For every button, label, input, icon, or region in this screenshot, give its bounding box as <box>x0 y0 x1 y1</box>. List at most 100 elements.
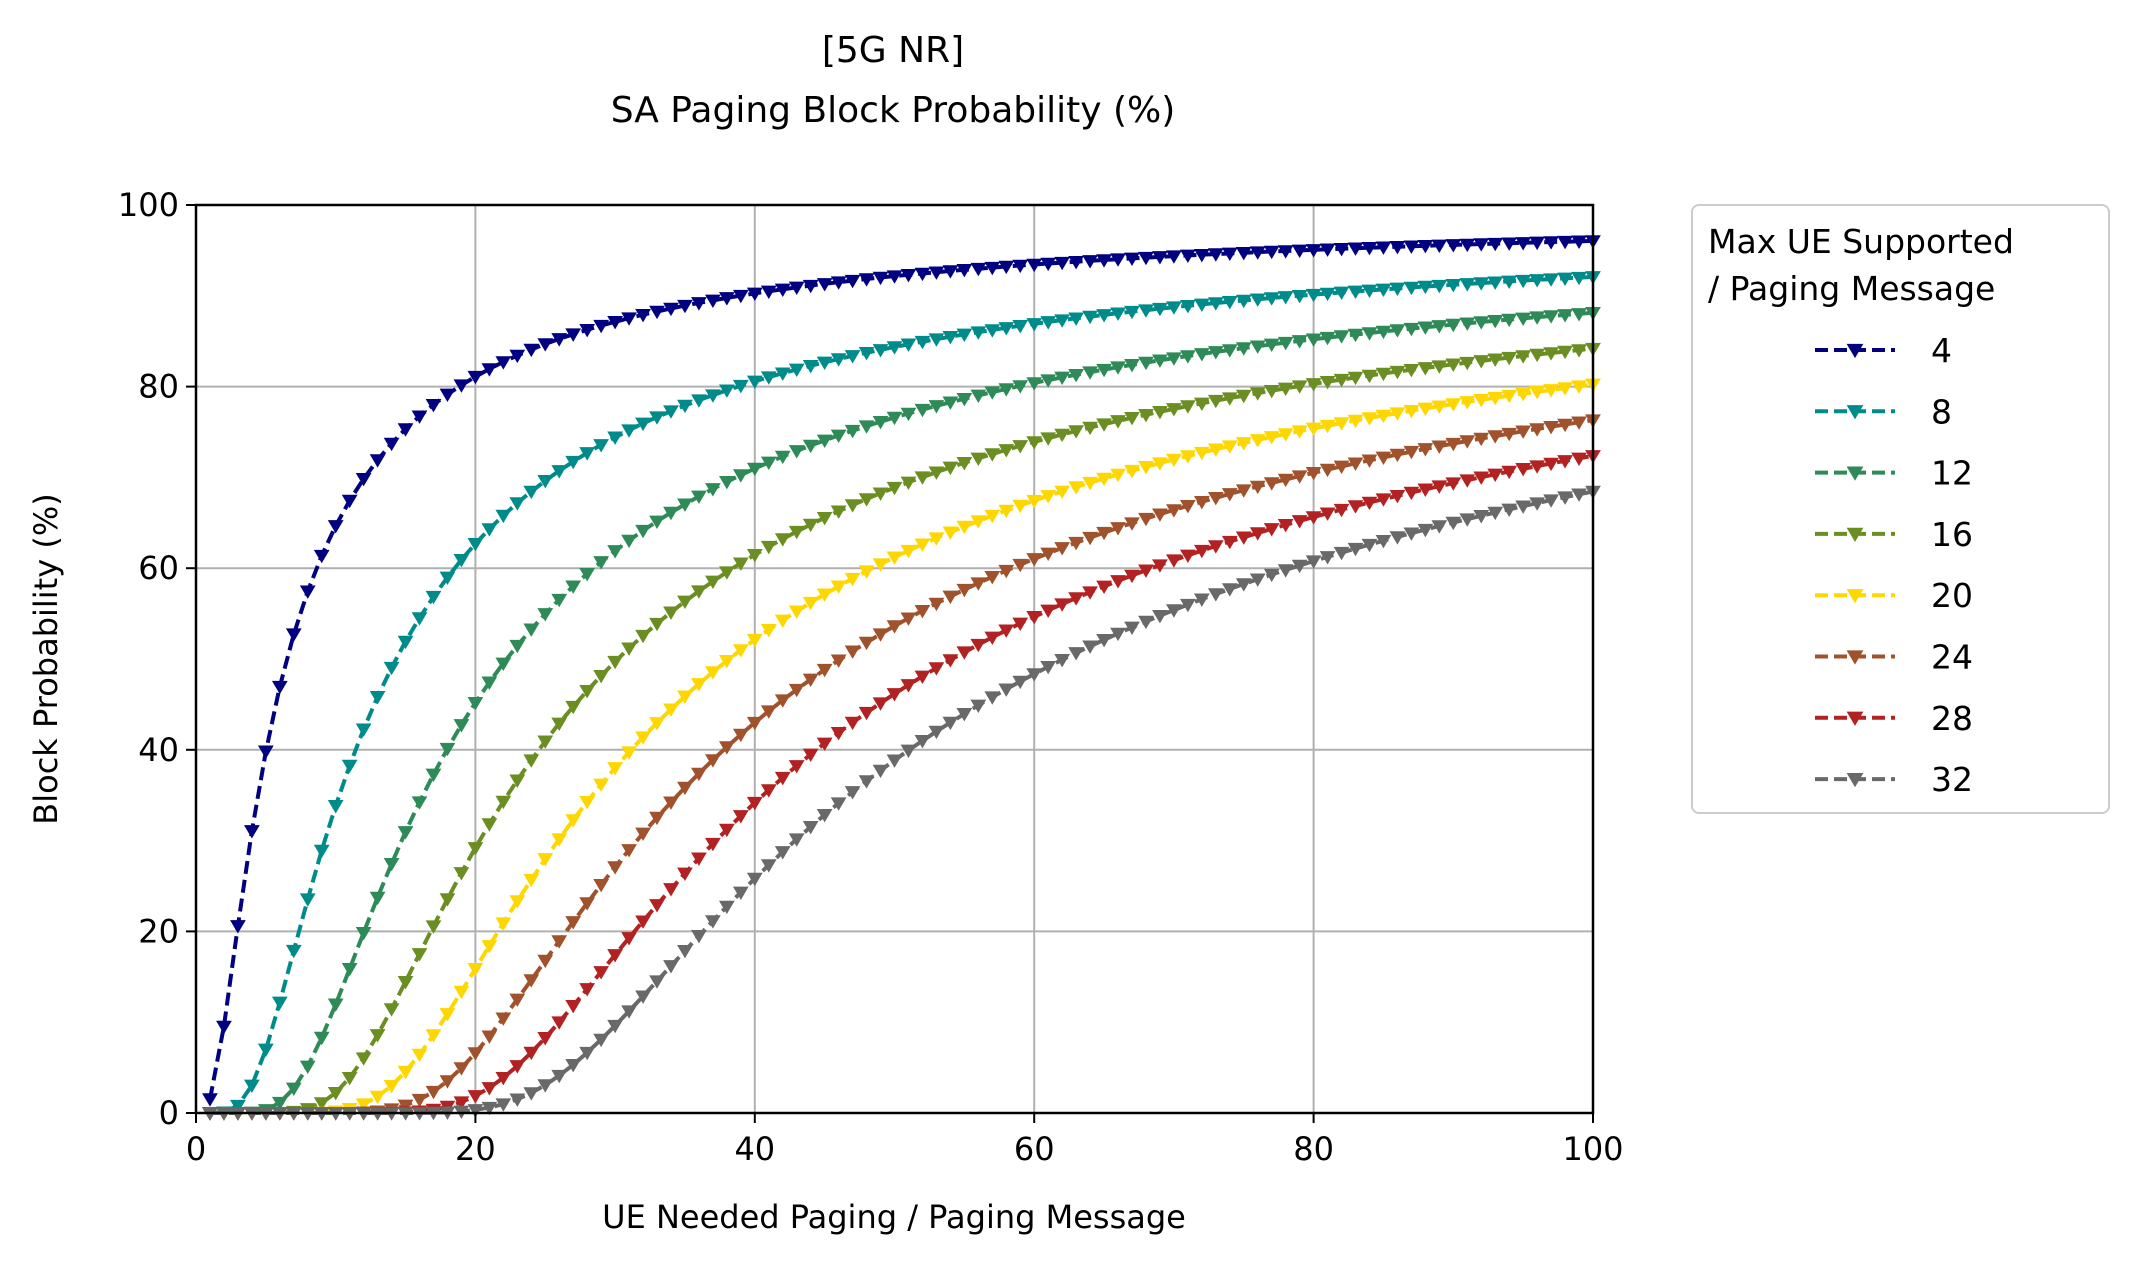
data-point <box>914 403 931 418</box>
data-point <box>732 886 749 900</box>
data-point <box>956 708 973 722</box>
data-point <box>984 631 1001 645</box>
data-point <box>1305 511 1322 525</box>
data-point <box>998 322 1015 336</box>
data-point <box>1207 588 1224 602</box>
data-point <box>1445 318 1462 333</box>
data-point <box>1417 443 1434 457</box>
data-point <box>1068 368 1084 383</box>
data-point <box>1557 272 1573 286</box>
legend-title-line1: Max UE Supported <box>1708 222 2014 261</box>
data-point <box>1138 356 1154 371</box>
data-point <box>732 728 749 743</box>
data-point <box>886 688 903 702</box>
data-point <box>579 684 596 699</box>
data-point <box>691 852 707 866</box>
data-point <box>774 533 791 547</box>
data-point <box>1040 490 1057 504</box>
data-point <box>467 1090 484 1104</box>
data-point <box>551 717 568 732</box>
data-point <box>900 338 917 352</box>
y-tick-label: 80 <box>138 368 179 406</box>
data-point <box>984 509 1001 524</box>
data-point <box>1277 564 1294 578</box>
data-point <box>844 499 861 513</box>
data-point <box>928 597 945 612</box>
data-point <box>481 523 498 537</box>
data-point <box>1459 278 1476 292</box>
data-point <box>663 302 679 317</box>
data-point <box>411 612 428 626</box>
data-point <box>886 551 903 565</box>
data-point <box>1235 437 1252 451</box>
data-point <box>928 266 945 280</box>
data-point <box>1571 488 1587 502</box>
data-point <box>858 347 875 361</box>
data-point <box>271 1096 288 1111</box>
data-point <box>1096 580 1112 595</box>
data-point <box>1179 500 1196 514</box>
data-point <box>621 312 637 326</box>
data-point <box>1375 325 1392 340</box>
data-point <box>746 796 763 811</box>
series-8 <box>202 271 1601 1121</box>
data-point <box>537 1032 554 1046</box>
data-point <box>1361 412 1378 426</box>
data-point <box>1459 435 1476 449</box>
data-point <box>774 367 791 381</box>
data-point <box>1193 248 1210 263</box>
data-point <box>467 370 484 385</box>
data-point <box>956 583 973 598</box>
data-point <box>1403 486 1420 501</box>
data-point <box>1403 240 1420 254</box>
data-point <box>1179 450 1196 464</box>
data-point <box>928 333 945 347</box>
data-point <box>970 326 987 340</box>
data-point <box>970 389 987 404</box>
data-point <box>607 316 623 330</box>
data-point <box>1515 312 1532 326</box>
data-point <box>914 604 931 619</box>
data-point <box>858 273 875 287</box>
data-point <box>1110 307 1126 321</box>
data-point <box>523 1087 540 1101</box>
data-point <box>1291 559 1308 574</box>
data-point <box>677 299 693 314</box>
data-point <box>998 624 1015 638</box>
data-point <box>1417 321 1434 335</box>
data-point <box>1193 446 1210 461</box>
data-point <box>355 723 372 737</box>
y-tick-label: 100 <box>118 186 179 224</box>
data-point <box>1305 422 1322 437</box>
data-point <box>1515 500 1532 514</box>
data-point <box>355 926 372 941</box>
data-point <box>1277 336 1294 351</box>
data-point <box>1557 382 1573 396</box>
data-point <box>788 445 805 459</box>
data-point <box>802 673 819 688</box>
data-point <box>411 1048 428 1063</box>
data-point <box>970 638 987 653</box>
data-point <box>355 473 372 487</box>
data-point <box>746 549 763 563</box>
y-tick-label: 0 <box>159 1094 179 1132</box>
data-point <box>551 593 568 608</box>
data-point <box>802 360 819 374</box>
data-point <box>1557 455 1573 469</box>
data-point <box>565 814 582 828</box>
data-point <box>1487 353 1504 367</box>
data-point <box>565 580 582 594</box>
data-point <box>760 784 777 798</box>
data-point <box>732 289 749 304</box>
data-point <box>956 393 973 407</box>
data-point <box>1082 531 1098 546</box>
data-point <box>453 719 470 733</box>
data-point <box>1110 361 1126 375</box>
data-point <box>1515 237 1532 251</box>
data-point <box>1166 403 1182 417</box>
data-point <box>872 415 889 430</box>
data-point <box>1235 578 1252 592</box>
data-point <box>495 1012 512 1026</box>
data-point <box>1291 289 1308 304</box>
